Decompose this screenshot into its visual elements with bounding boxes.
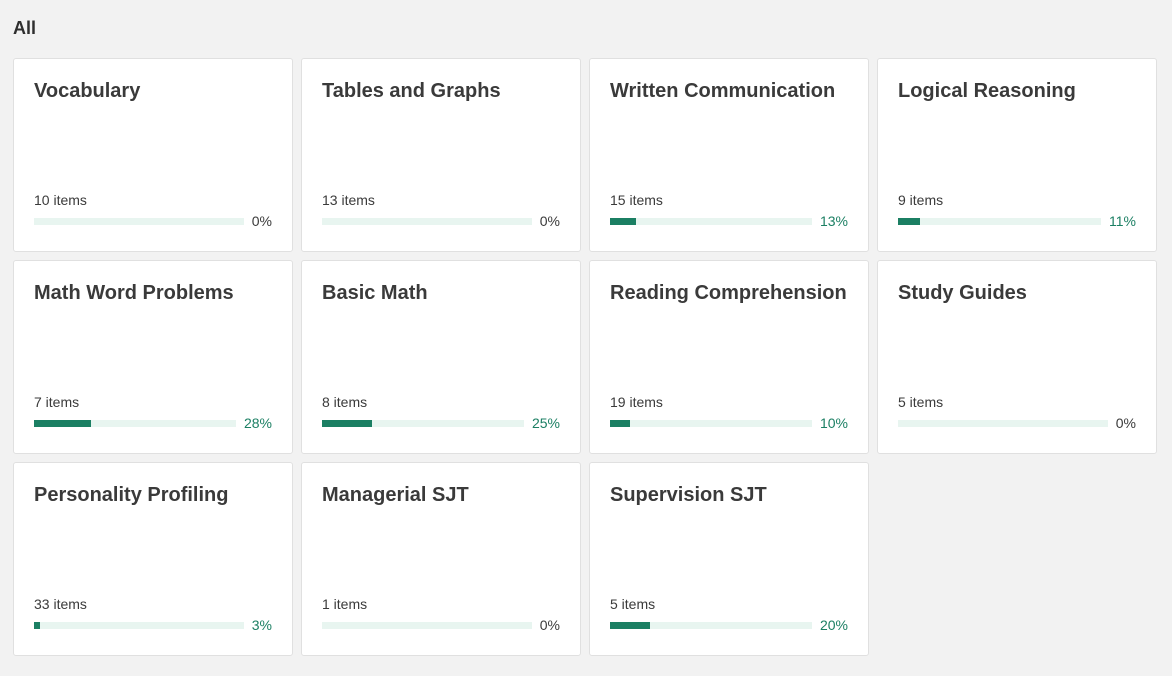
item-count: 13 items — [322, 192, 375, 208]
card-title: Vocabulary — [34, 80, 141, 102]
item-count: 33 items — [34, 596, 87, 612]
progress-percent: 11% — [1109, 213, 1136, 229]
progress-row: 11% — [898, 212, 1136, 230]
progress-row: 20% — [610, 616, 848, 634]
card-title: Basic Math — [322, 282, 428, 304]
progress-row: 0% — [322, 616, 560, 634]
progress-track — [322, 217, 532, 225]
progress-fill — [34, 621, 41, 629]
progress-row: 10% — [610, 414, 848, 432]
category-card[interactable]: Basic Math 8 items 25% — [301, 260, 581, 454]
card-title: Logical Reasoning — [898, 80, 1076, 102]
progress-percent: 25% — [531, 415, 560, 431]
progress-row: 0% — [34, 212, 272, 230]
progress-percent: 10% — [819, 415, 848, 431]
progress-percent: 3% — [251, 617, 272, 633]
progress-percent: 20% — [819, 617, 848, 633]
item-count: 5 items — [610, 596, 656, 612]
category-card[interactable]: Supervision SJT 5 items 20% — [589, 462, 869, 656]
progress-row: 3% — [34, 616, 272, 634]
progress-fill — [34, 419, 91, 427]
progress-fill — [898, 217, 921, 225]
category-card[interactable]: Personality Profiling 33 items 3% — [13, 462, 293, 656]
card-title: Written Communication — [610, 80, 836, 102]
progress-row: 13% — [610, 212, 848, 230]
progress-track — [34, 419, 236, 427]
category-card[interactable]: Math Word Problems 7 items 28% — [13, 260, 293, 454]
progress-track — [610, 419, 812, 427]
item-count: 10 items — [34, 192, 87, 208]
category-card[interactable]: Vocabulary 10 items 0% — [13, 58, 293, 252]
section-title: All — [13, 18, 37, 38]
card-title: Managerial SJT — [322, 484, 469, 506]
progress-track — [322, 621, 532, 629]
progress-track — [34, 621, 244, 629]
card-title: Math Word Problems — [34, 282, 234, 304]
card-title: Supervision SJT — [610, 484, 767, 506]
card-title: Reading Comprehension — [610, 282, 847, 304]
card-title: Personality Profiling — [34, 484, 229, 506]
category-card[interactable]: Study Guides 5 items 0% — [877, 260, 1157, 454]
category-grid: Vocabulary 10 items 0% Tables and Graphs… — [13, 58, 1157, 656]
progress-row: 28% — [34, 414, 272, 432]
progress-row: 0% — [898, 414, 1136, 432]
item-count: 8 items — [322, 394, 368, 410]
item-count: 15 items — [610, 192, 663, 208]
progress-fill — [322, 419, 373, 427]
progress-row: 0% — [322, 212, 560, 230]
progress-percent: 0% — [539, 213, 560, 229]
card-title: Study Guides — [898, 282, 1027, 304]
progress-percent: 28% — [243, 415, 272, 431]
category-card[interactable]: Written Communication 15 items 13% — [589, 58, 869, 252]
item-count: 19 items — [610, 394, 663, 410]
progress-percent: 0% — [1115, 415, 1136, 431]
progress-fill — [610, 217, 637, 225]
progress-track — [610, 621, 812, 629]
progress-fill — [610, 621, 651, 629]
progress-track — [610, 217, 812, 225]
item-count: 9 items — [898, 192, 944, 208]
item-count: 7 items — [34, 394, 80, 410]
progress-percent: 0% — [251, 213, 272, 229]
progress-percent: 13% — [819, 213, 848, 229]
category-card[interactable]: Tables and Graphs 13 items 0% — [301, 58, 581, 252]
card-title: Tables and Graphs — [322, 80, 501, 102]
progress-row: 25% — [322, 414, 560, 432]
item-count: 1 items — [322, 596, 368, 612]
progress-track — [898, 419, 1108, 427]
progress-track — [34, 217, 244, 225]
progress-track — [898, 217, 1102, 225]
category-card[interactable]: Managerial SJT 1 items 0% — [301, 462, 581, 656]
category-card[interactable]: Logical Reasoning 9 items 11% — [877, 58, 1157, 252]
category-card[interactable]: Reading Comprehension 19 items 10% — [589, 260, 869, 454]
progress-percent: 0% — [539, 617, 560, 633]
progress-fill — [610, 419, 631, 427]
progress-track — [322, 419, 524, 427]
item-count: 5 items — [898, 394, 944, 410]
